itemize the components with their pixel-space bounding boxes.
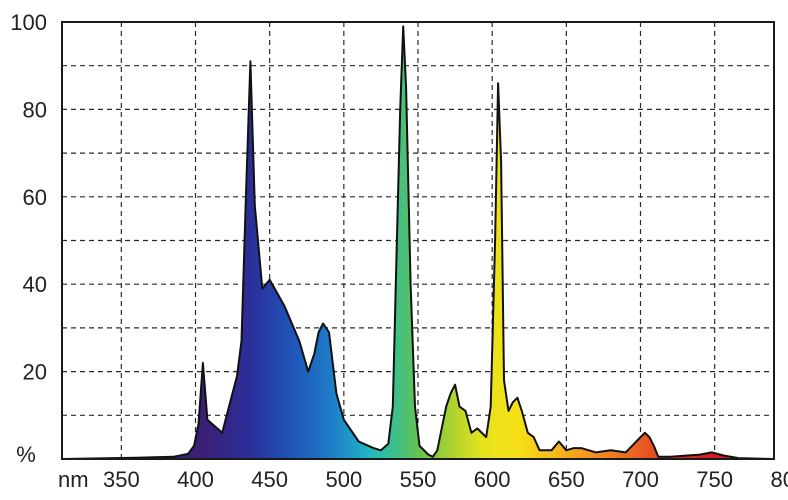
x-tick-label-700: 700	[622, 467, 659, 492]
x-tick-label-550: 550	[400, 467, 437, 492]
tick-labels: 350 400 450 500 550 600 650 700 750 800 20 40 60 80 10…	[10, 10, 788, 492]
grid	[62, 22, 774, 459]
spectrum-outline	[61, 25, 775, 460]
y-tick-label-60: 60	[23, 185, 47, 210]
y-tick-label-40: 40	[23, 272, 47, 297]
plot-frame	[61, 21, 775, 460]
y-tick-label-20: 20	[23, 360, 47, 385]
x-tick-label-350: 350	[103, 467, 140, 492]
x-tick-label-600: 600	[474, 467, 511, 492]
x-tick-label-400: 400	[177, 467, 214, 492]
x-tick-label-450: 450	[251, 467, 288, 492]
x-tick-label-650: 650	[548, 467, 585, 492]
x-tick-label-800: 800	[770, 467, 788, 492]
x-axis-label: nm	[58, 467, 89, 492]
y-axis-label: %	[16, 442, 36, 467]
y-tick-label-80: 80	[23, 97, 47, 122]
x-tick-label-750: 750	[696, 467, 733, 492]
y-tick-label-100: 100	[10, 10, 47, 35]
spectrum-series	[61, 25, 775, 460]
x-tick-label-500: 500	[325, 467, 362, 492]
